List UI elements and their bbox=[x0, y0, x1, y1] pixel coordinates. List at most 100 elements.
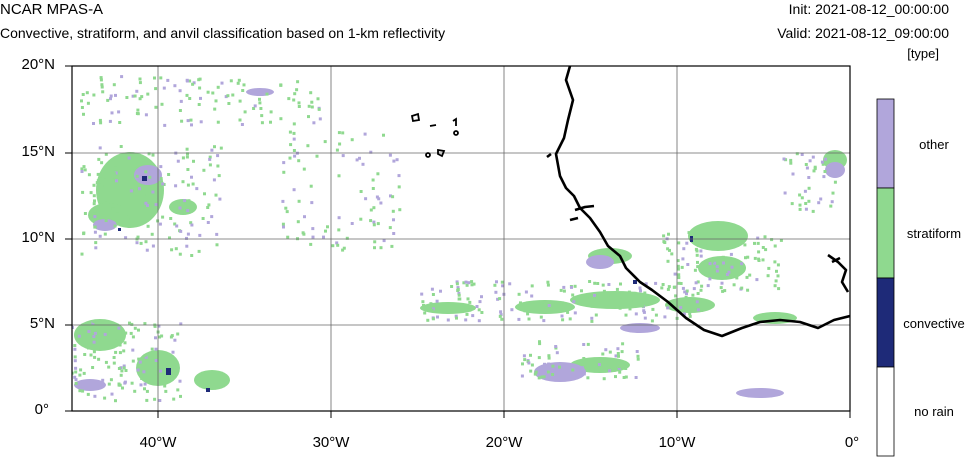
rain-cell bbox=[706, 265, 710, 269]
rain-cell bbox=[812, 169, 816, 173]
rain-cell bbox=[106, 98, 110, 102]
rain-cell bbox=[92, 340, 96, 344]
rain-cell bbox=[161, 182, 165, 186]
rain-cell bbox=[539, 315, 543, 319]
rain-cell bbox=[98, 234, 102, 238]
rain-cell bbox=[98, 180, 102, 184]
stratiform-area bbox=[688, 221, 748, 251]
rain-cell bbox=[359, 190, 363, 193]
rain-cell bbox=[727, 270, 731, 274]
rain-cell bbox=[784, 158, 788, 162]
lon-label-20w: 20°W bbox=[485, 434, 523, 451]
rain-cell bbox=[480, 311, 484, 314]
rain-cell bbox=[220, 81, 224, 85]
rain-cell bbox=[104, 198, 108, 202]
rain-cell bbox=[167, 173, 171, 176]
rain-cell bbox=[176, 210, 180, 214]
rain-cell bbox=[292, 98, 296, 102]
rain-cell bbox=[111, 207, 115, 211]
rain-cell bbox=[129, 202, 132, 206]
rain-cell bbox=[292, 137, 296, 141]
rain-cell bbox=[495, 280, 498, 284]
rain-cell bbox=[312, 121, 316, 125]
rain-cell bbox=[297, 105, 301, 108]
rain-cell bbox=[586, 376, 590, 380]
rain-cell bbox=[288, 156, 292, 160]
rain-cell bbox=[85, 91, 89, 95]
rain-cell bbox=[189, 118, 193, 122]
rain-cell bbox=[627, 298, 631, 302]
rain-cell bbox=[96, 347, 100, 351]
rain-cell bbox=[213, 145, 216, 149]
rain-cell bbox=[206, 206, 210, 209]
other-area bbox=[534, 362, 586, 382]
rain-cell bbox=[455, 280, 459, 284]
rain-cell bbox=[160, 334, 164, 338]
convective-cell bbox=[633, 280, 637, 284]
rain-cell bbox=[64, 355, 67, 358]
rain-cell bbox=[588, 296, 592, 300]
rain-cell bbox=[679, 306, 683, 310]
rain-cell bbox=[730, 265, 734, 269]
rain-cell bbox=[677, 276, 681, 280]
rain-cell bbox=[642, 309, 646, 313]
rain-cell bbox=[608, 369, 611, 373]
rain-cell bbox=[216, 164, 220, 168]
rain-cell bbox=[231, 93, 235, 97]
rain-cell bbox=[144, 113, 148, 117]
rain-cell bbox=[390, 244, 394, 248]
rain-cell bbox=[694, 281, 698, 285]
rain-cell bbox=[181, 180, 185, 184]
rain-cell bbox=[527, 361, 531, 365]
rain-cell bbox=[93, 199, 96, 203]
rain-cell bbox=[773, 260, 777, 264]
rain-cell bbox=[315, 154, 319, 158]
rain-cell bbox=[480, 295, 483, 299]
rain-cell bbox=[90, 327, 94, 331]
rain-cell bbox=[662, 240, 666, 244]
rain-cell bbox=[186, 168, 190, 171]
rain-cell bbox=[493, 283, 497, 287]
rain-cell bbox=[617, 366, 621, 370]
rain-cell bbox=[661, 283, 665, 286]
rain-cell bbox=[131, 348, 135, 352]
bijagos-islands bbox=[569, 216, 579, 222]
rain-cell bbox=[471, 314, 475, 318]
rain-cell bbox=[721, 289, 725, 293]
rain-cell bbox=[372, 223, 376, 227]
rain-cell bbox=[103, 175, 107, 179]
rain-cell bbox=[688, 314, 692, 318]
rain-cell bbox=[109, 97, 112, 101]
rain-cell bbox=[457, 293, 461, 297]
rain-cell bbox=[529, 369, 533, 373]
rain-cell bbox=[466, 297, 470, 301]
rain-cell bbox=[258, 97, 261, 101]
rain-cell bbox=[284, 206, 288, 210]
rain-cell bbox=[145, 248, 149, 252]
rain-cell bbox=[601, 283, 605, 287]
rain-cell bbox=[547, 354, 551, 358]
rain-cell bbox=[122, 349, 126, 353]
rain-cell bbox=[135, 174, 139, 178]
rain-cell bbox=[571, 368, 575, 372]
rain-cell bbox=[454, 314, 458, 318]
rain-cell bbox=[123, 341, 127, 345]
rain-cell bbox=[617, 354, 620, 358]
rain-cell bbox=[302, 232, 306, 236]
rain-cell bbox=[106, 320, 110, 324]
rain-cell bbox=[92, 122, 95, 125]
cape-verde-islands bbox=[410, 112, 459, 158]
rain-cell bbox=[586, 342, 590, 346]
rain-cell bbox=[770, 238, 774, 242]
rain-cell bbox=[643, 316, 647, 320]
rain-cell bbox=[478, 300, 482, 304]
rain-cell bbox=[215, 232, 219, 236]
rain-cell bbox=[118, 121, 122, 124]
rain-cell bbox=[643, 291, 647, 295]
rain-cell bbox=[341, 131, 345, 135]
rain-cell bbox=[151, 153, 155, 157]
rain-cell bbox=[135, 89, 139, 93]
rain-cell bbox=[115, 161, 118, 165]
rain-cell bbox=[73, 347, 77, 351]
tick-marks bbox=[65, 65, 851, 418]
